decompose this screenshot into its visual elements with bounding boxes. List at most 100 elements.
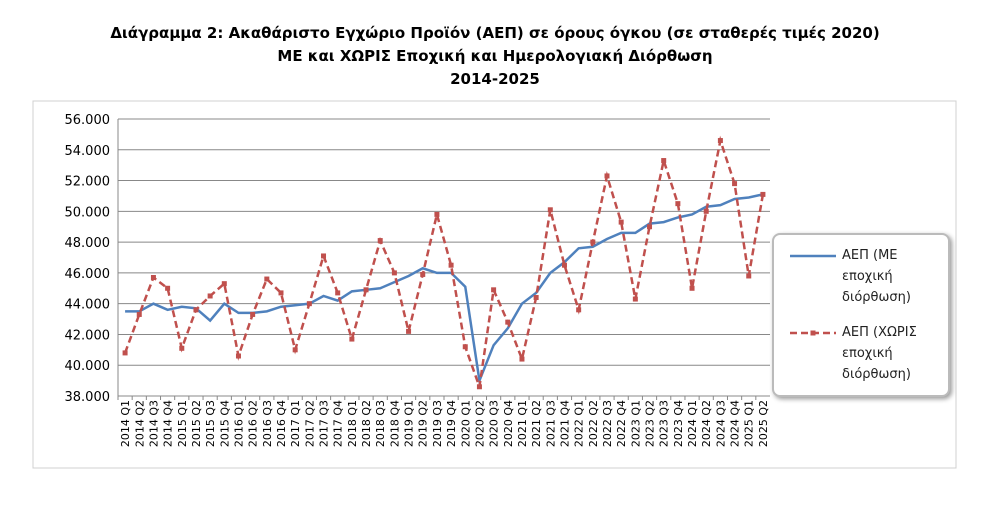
point-marker [150,275,156,281]
legend: ΑΕΠ (ΜΕ εποχική διόρθωση) ΑΕΠ (ΧΩΡΙΣ εποχ… [772,233,950,397]
point-marker [576,307,582,313]
point-marker [561,262,567,268]
point-marker [179,345,185,351]
point-marker [207,293,213,299]
x-tick-label: 2015 Q2 [190,400,203,447]
point-marker [335,290,341,296]
point-marker [136,311,142,317]
x-tick-label: 2014 Q3 [147,400,160,447]
y-tick-label: 50.000 [65,205,111,220]
x-tick-label: 2022 Q4 [615,400,628,447]
x-tick-label: 2023 Q3 [658,400,671,447]
y-tick-label: 44.000 [65,298,111,313]
legend-swatch [790,254,836,258]
point-marker [717,138,723,144]
point-marker [675,201,681,207]
x-tick-label: 2025 Q2 [757,400,770,447]
x-tick-label: 2016 Q3 [261,400,274,447]
x-tick-label: 2018 Q1 [346,400,359,447]
x-tick-label: 2015 Q4 [218,400,231,447]
x-tick-label: 2015 Q1 [176,400,189,447]
point-marker [377,238,383,244]
point-marker [406,328,412,334]
point-marker [647,224,653,230]
x-tick-label: 2017 Q1 [289,400,302,447]
x-tick-label: 2022 Q3 [601,400,614,447]
x-tick-label: 2021 Q3 [544,400,557,447]
x-tick-label: 2024 Q1 [686,400,699,447]
point-marker [519,356,525,362]
point-marker [661,158,667,164]
x-tick-label: 2019 Q2 [417,400,430,447]
point-marker [618,219,624,225]
x-tick-label: 2018 Q4 [388,400,401,447]
x-tick-label: 2019 Q1 [403,400,416,447]
point-marker [264,276,270,282]
point-marker [760,191,766,197]
x-tick-label: 2017 Q4 [332,400,345,447]
chart-title: 2014-2025 [450,70,540,88]
x-tick-label: 2020 Q4 [502,400,515,447]
x-tick-label: 2017 Q2 [303,400,316,447]
point-marker [746,273,752,279]
chart-frame [32,100,957,469]
x-tick-label: 2021 Q1 [516,400,529,447]
x-tick-label: 2019 Q4 [445,400,458,447]
x-tick-label: 2018 Q3 [374,400,387,447]
series-line [125,193,764,386]
point-marker [391,270,397,276]
point-marker [732,181,738,187]
x-tick-label: 2016 Q4 [275,400,288,447]
point-marker [363,287,369,293]
x-tick-label: 2019 Q3 [431,400,444,447]
x-tick-label: 2021 Q2 [530,400,543,447]
point-marker [476,384,482,390]
x-tick-label: 2024 Q2 [700,400,713,447]
chart-title: Διάγραμμα 2: Ακαθάριστο Εγχώριο Προϊόν (… [110,24,879,42]
point-marker [235,353,241,359]
x-tick-label: 2020 Q3 [488,400,501,447]
x-tick-label: 2020 Q1 [459,400,472,447]
point-marker [462,344,468,350]
point-marker [590,239,596,245]
point-marker [250,311,256,317]
y-tick-label: 52.000 [65,175,111,190]
point-marker [491,287,497,293]
x-tick-label: 2014 Q4 [162,400,175,447]
x-tick-label: 2014 Q1 [119,400,132,447]
legend-label: ΑΕΠ (ΧΩΡΙΣ εποχική διόρθωση) [842,325,917,382]
x-tick-label: 2023 Q2 [644,400,657,447]
x-tick-label: 2022 Q2 [587,400,600,447]
x-tick-label: 2018 Q2 [360,400,373,447]
point-marker [632,296,638,302]
point-marker [604,173,610,179]
point-marker [165,285,171,291]
chart-title: ΜΕ και ΧΩΡΙΣ Εποχική και Ημερολογιακή Δι… [277,47,712,65]
x-tick-label: 2015 Q3 [204,400,217,447]
point-marker [349,336,355,342]
x-tick-label: 2017 Q3 [318,400,331,447]
point-marker [221,281,227,287]
point-marker [547,207,553,213]
y-tick-label: 48.000 [65,236,111,251]
legend-swatch [790,330,836,336]
x-tick-label: 2020 Q2 [473,400,486,447]
point-marker [434,211,440,217]
y-tick-label: 56.000 [65,113,111,128]
point-marker [689,285,695,291]
legend-label: ΑΕΠ (ΜΕ εποχική διόρθωση) [842,248,911,305]
x-tick-label: 2024 Q4 [729,400,742,447]
point-marker [122,350,128,356]
x-tick-label: 2025 Q1 [743,400,756,447]
point-marker [505,319,511,325]
y-tick-label: 40.000 [65,359,111,374]
point-marker [306,301,312,307]
y-tick-label: 42.000 [65,328,111,343]
point-marker [448,262,454,268]
x-tick-label: 2022 Q1 [573,400,586,447]
point-marker [278,290,284,296]
point-marker [193,307,199,313]
point-marker [703,208,709,214]
